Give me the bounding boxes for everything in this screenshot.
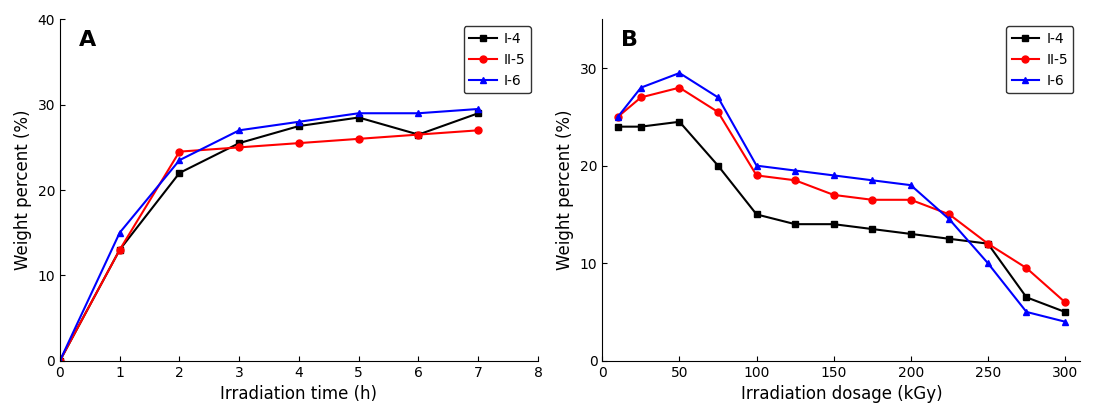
I-4	[634, 124, 647, 129]
I-6	[1019, 309, 1033, 314]
I-6	[673, 70, 687, 75]
Y-axis label: Weight percent (%): Weight percent (%)	[556, 110, 574, 270]
I-6	[472, 106, 485, 111]
I-6	[827, 173, 840, 178]
I-4	[1059, 309, 1072, 314]
II-5	[472, 128, 485, 133]
I-6	[943, 217, 956, 222]
I-4	[611, 124, 624, 129]
I-4	[292, 123, 306, 128]
II-5	[1019, 266, 1033, 271]
I-6	[412, 111, 425, 116]
I-4	[827, 222, 840, 227]
II-5	[611, 114, 624, 119]
I-6	[981, 261, 994, 266]
II-5	[634, 95, 647, 100]
Line: I-6: I-6	[614, 70, 1069, 325]
II-5	[712, 110, 725, 115]
X-axis label: Irradiation dosage (kGy): Irradiation dosage (kGy)	[740, 385, 942, 403]
II-5	[981, 241, 994, 246]
II-5	[673, 85, 687, 90]
I-6	[788, 168, 802, 173]
I-4	[472, 111, 485, 116]
I-6	[54, 358, 67, 363]
I-4	[113, 247, 126, 252]
Y-axis label: Weight percent (%): Weight percent (%)	[14, 110, 32, 270]
II-5	[292, 141, 306, 146]
Text: A: A	[79, 30, 96, 50]
II-5	[750, 173, 763, 178]
I-4	[943, 236, 956, 241]
I-4	[712, 163, 725, 168]
I-4	[981, 241, 994, 246]
I-4	[353, 115, 366, 120]
Legend: I-4, II-5, I-6: I-4, II-5, I-6	[463, 26, 531, 93]
I-6	[866, 178, 879, 183]
I-4	[788, 222, 802, 227]
I-4	[232, 141, 245, 146]
II-5	[173, 149, 186, 154]
II-5	[232, 145, 245, 150]
I-4	[54, 358, 67, 363]
I-4	[673, 119, 687, 124]
Line: I-6: I-6	[57, 106, 482, 364]
II-5	[866, 197, 879, 202]
Line: I-4: I-4	[57, 110, 482, 364]
II-5	[353, 136, 366, 141]
I-6	[232, 128, 245, 133]
Line: I-4: I-4	[614, 118, 1069, 315]
II-5	[788, 178, 802, 183]
I-6	[292, 119, 306, 124]
I-4	[412, 132, 425, 137]
I-6	[353, 111, 366, 116]
I-4	[866, 226, 879, 231]
I-6	[173, 158, 186, 163]
I-4	[1019, 295, 1033, 300]
II-5	[54, 358, 67, 363]
II-5	[412, 132, 425, 137]
II-5	[827, 192, 840, 197]
I-4	[750, 212, 763, 217]
I-6	[904, 183, 918, 188]
I-6	[113, 230, 126, 235]
I-6	[611, 114, 624, 119]
II-5	[904, 197, 918, 202]
I-6	[634, 85, 647, 90]
I-6	[1059, 319, 1072, 324]
II-5	[1059, 300, 1072, 305]
II-5	[113, 247, 126, 252]
Line: II-5: II-5	[57, 127, 482, 364]
I-6	[712, 95, 725, 100]
X-axis label: Irradiation time (h): Irradiation time (h)	[220, 385, 378, 403]
II-5	[943, 212, 956, 217]
I-6	[750, 163, 763, 168]
I-4	[173, 171, 186, 176]
I-4	[904, 231, 918, 236]
Line: II-5: II-5	[614, 84, 1069, 306]
Legend: I-4, II-5, I-6: I-4, II-5, I-6	[1006, 26, 1073, 93]
Text: B: B	[622, 30, 638, 50]
